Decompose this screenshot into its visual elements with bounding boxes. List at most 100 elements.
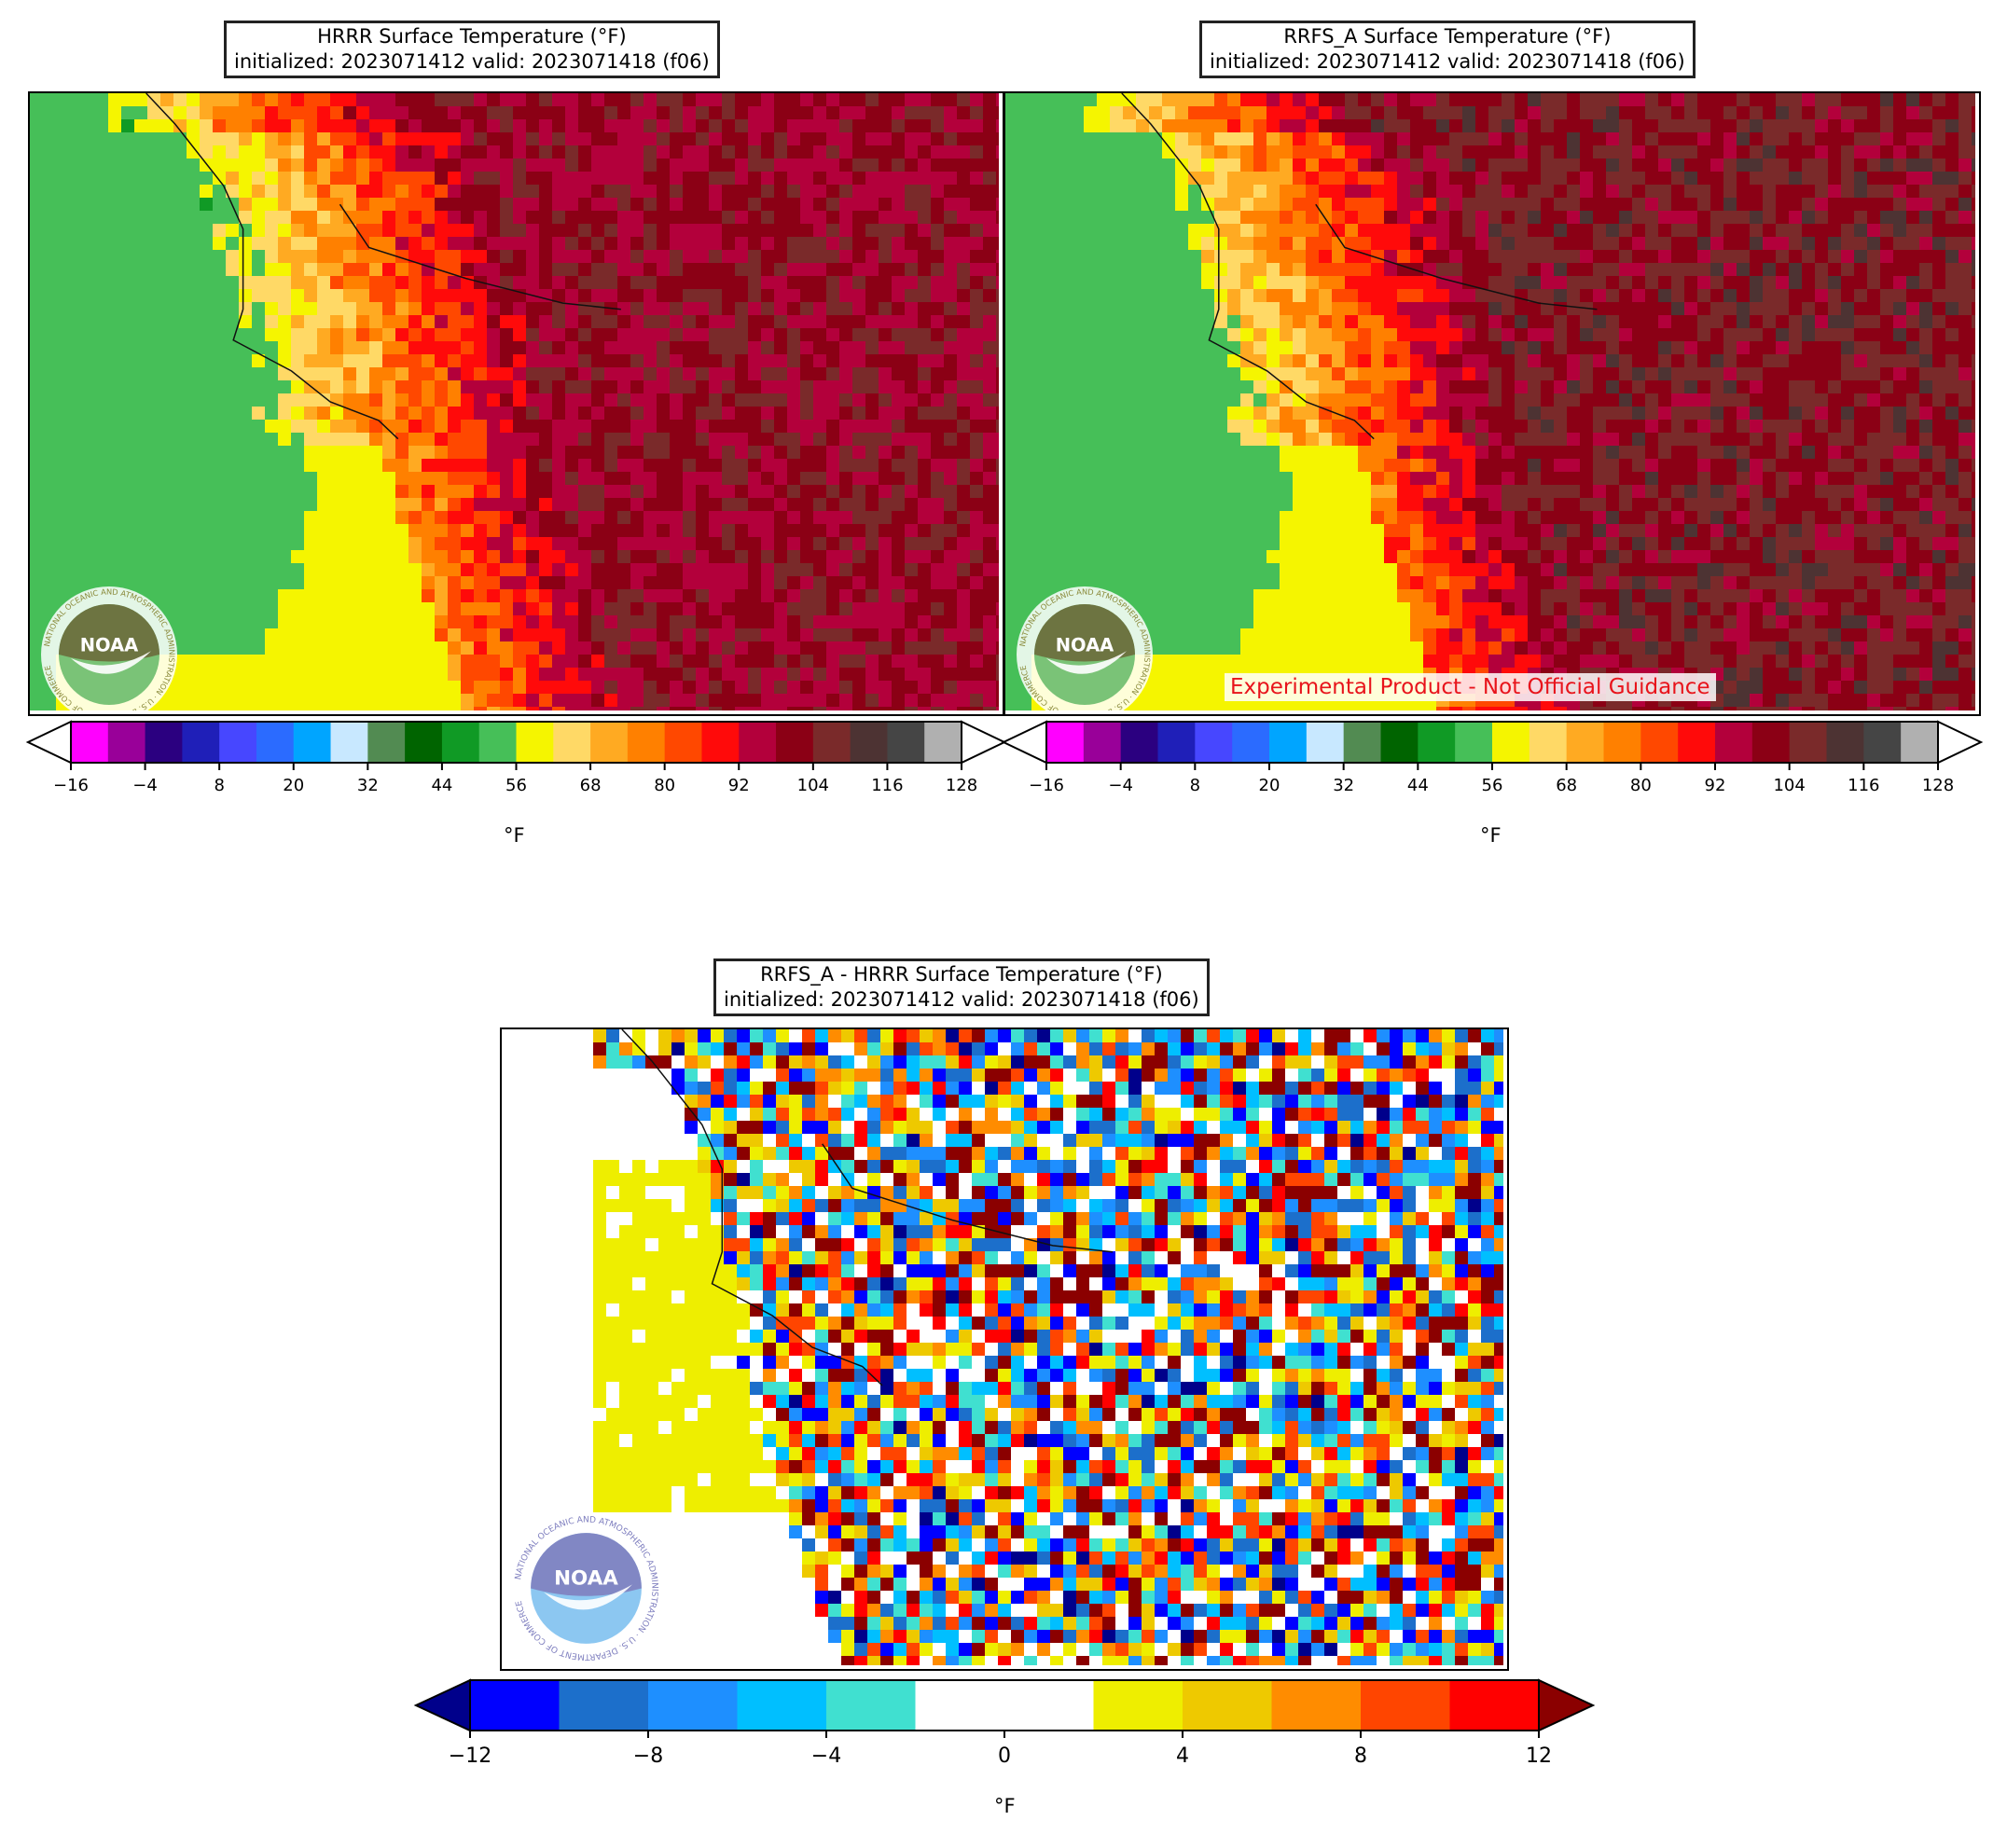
colorbar-tick-label: 56 xyxy=(1482,776,1503,795)
diff-title-line2: initialized: 2023071412 valid: 202307141… xyxy=(724,988,1199,1011)
rrfs-title-line2: initialized: 2023071412 valid: 202307141… xyxy=(1210,50,1685,73)
coastline xyxy=(1121,93,1375,440)
hrrr-colorbar-unit: °F xyxy=(504,824,525,847)
colorbar-over-extension xyxy=(961,720,1007,765)
colorbar-segment xyxy=(701,722,740,763)
colorbar-segment xyxy=(1789,722,1827,763)
colorbar-segment xyxy=(737,1680,827,1731)
diff-colorbar-unit: °F xyxy=(994,1795,1016,1817)
colorbar-segment xyxy=(590,722,629,763)
diff-title-line1: RRFS_A - HRRR Surface Temperature (°F) xyxy=(760,963,1163,986)
colorbar-tick-label: −4 xyxy=(132,776,158,795)
colorbar-segment xyxy=(1271,1680,1362,1731)
colorbar-tick-label: 56 xyxy=(505,776,527,795)
colorbar-tick-label: 80 xyxy=(654,776,675,795)
colorbar-over-extension xyxy=(1937,720,1984,765)
colorbar-tick-label: 116 xyxy=(1848,776,1879,795)
colorbar-tick-label: 32 xyxy=(1333,776,1354,795)
colorbar-segment xyxy=(405,722,443,763)
colorbar-over-extension xyxy=(1538,1678,1596,1732)
colorbar-tick-label: 32 xyxy=(357,776,379,795)
colorbar-segment xyxy=(1269,722,1308,763)
colorbar-segment xyxy=(367,722,406,763)
colorbar-segment xyxy=(1195,722,1233,763)
colorbar-segment xyxy=(826,1680,916,1731)
noaa-logo-text: NOAA xyxy=(80,634,139,655)
colorbar-segment xyxy=(1046,722,1085,763)
colorbar-segment xyxy=(1093,1680,1183,1731)
colorbar-tick-label: 8 xyxy=(1190,776,1200,795)
colorbar-tick-label: −4 xyxy=(811,1745,841,1768)
colorbar-segment xyxy=(1678,722,1716,763)
colorbar-segment xyxy=(1232,722,1270,763)
colorbar-segment xyxy=(516,722,554,763)
hrrr-temperature-map: NOAA NATIONAL OCEANIC AND ATMOSPHERIC ADM… xyxy=(28,91,1004,716)
colorbar-segment xyxy=(107,722,146,763)
colorbar-tick-label: 44 xyxy=(1407,776,1429,795)
colorbar-segment xyxy=(145,722,183,763)
colorbar-tick-label: 128 xyxy=(946,776,977,795)
colorbar-segment xyxy=(1361,1680,1450,1731)
colorbar-tick-label: 68 xyxy=(1556,776,1577,795)
difference-map: NOAA NATIONAL OCEANIC AND ATMOSPHERIC ADM… xyxy=(500,1027,1509,1671)
colorbar-tick-label: −12 xyxy=(449,1745,491,1768)
colorbar-segment xyxy=(887,722,925,763)
colorbar-segment xyxy=(330,722,368,763)
colorbar-segment xyxy=(219,722,257,763)
colorbar-segment xyxy=(1603,722,1641,763)
colorbar-under-extension xyxy=(413,1678,471,1732)
colorbar-tick-label: 68 xyxy=(580,776,602,795)
colorbar-segment xyxy=(1418,722,1456,763)
colorbar-segment xyxy=(71,722,109,763)
rrfs-title-line1: RRFS_A Surface Temperature (°F) xyxy=(1283,25,1612,48)
colorbar-under-extension xyxy=(25,720,72,765)
colorbar-segment xyxy=(1826,722,1864,763)
colorbar-segment xyxy=(1715,722,1753,763)
colorbar-tick-label: 104 xyxy=(1773,776,1805,795)
colorbar-segment xyxy=(1343,722,1381,763)
hrrr-temperature-colorbar: −16 −4 8 20 32 44 56 68 80 92 104 116 128 xyxy=(25,720,1007,795)
colorbar-segment xyxy=(776,722,814,763)
coastline xyxy=(145,93,399,440)
noaa-logo-text: NOAA xyxy=(554,1566,618,1590)
colorbar-segment xyxy=(256,722,295,763)
hrrr-title-line2: initialized: 2023071412 valid: 202307141… xyxy=(234,50,710,73)
colorbar-segment xyxy=(627,722,666,763)
colorbar-under-extension xyxy=(1001,720,1047,765)
colorbar-segment xyxy=(648,1680,738,1731)
colorbar-tick-label: 104 xyxy=(797,776,829,795)
diff-title: RRFS_A - HRRR Surface Temperature (°F) i… xyxy=(713,958,1210,1016)
colorbar-tick-label: 44 xyxy=(431,776,452,795)
colorbar-tick-label: 128 xyxy=(1922,776,1954,795)
colorbar-tick-label: 8 xyxy=(214,776,224,795)
colorbar-tick-label: 92 xyxy=(1705,776,1726,795)
colorbar-segment xyxy=(1566,722,1604,763)
colorbar-segment xyxy=(1306,722,1345,763)
colorbar-segment xyxy=(1751,722,1791,763)
colorbar-segment xyxy=(1901,722,1939,763)
colorbar-segment xyxy=(441,722,480,763)
colorbar-tick-label: 8 xyxy=(1354,1745,1367,1768)
colorbar-tick-label: −16 xyxy=(53,776,89,795)
colorbar-segment xyxy=(1492,722,1530,763)
hrrr-title: HRRR Surface Temperature (°F) initialize… xyxy=(224,21,720,78)
colorbar-segment xyxy=(559,1680,649,1731)
rrfs-temperature-map: NOAA NATIONAL OCEANIC AND ATMOSPHERIC ADM… xyxy=(1004,91,1981,716)
colorbar-tick-label: 20 xyxy=(1259,776,1280,795)
colorbar-segment xyxy=(1083,722,1122,763)
colorbar-segment xyxy=(739,722,777,763)
colorbar-tick-label: 4 xyxy=(1176,1745,1189,1768)
colorbar-tick-label: 20 xyxy=(283,776,304,795)
colorbar-tick-label: −8 xyxy=(633,1745,663,1768)
colorbar-segment xyxy=(1183,1680,1272,1731)
colorbar-tick-label: 80 xyxy=(1630,776,1652,795)
bay-outline xyxy=(1315,203,1598,310)
colorbar-segment xyxy=(850,722,888,763)
colorbar-segment xyxy=(1449,1680,1540,1731)
colorbar-tick-label: −4 xyxy=(1108,776,1133,795)
